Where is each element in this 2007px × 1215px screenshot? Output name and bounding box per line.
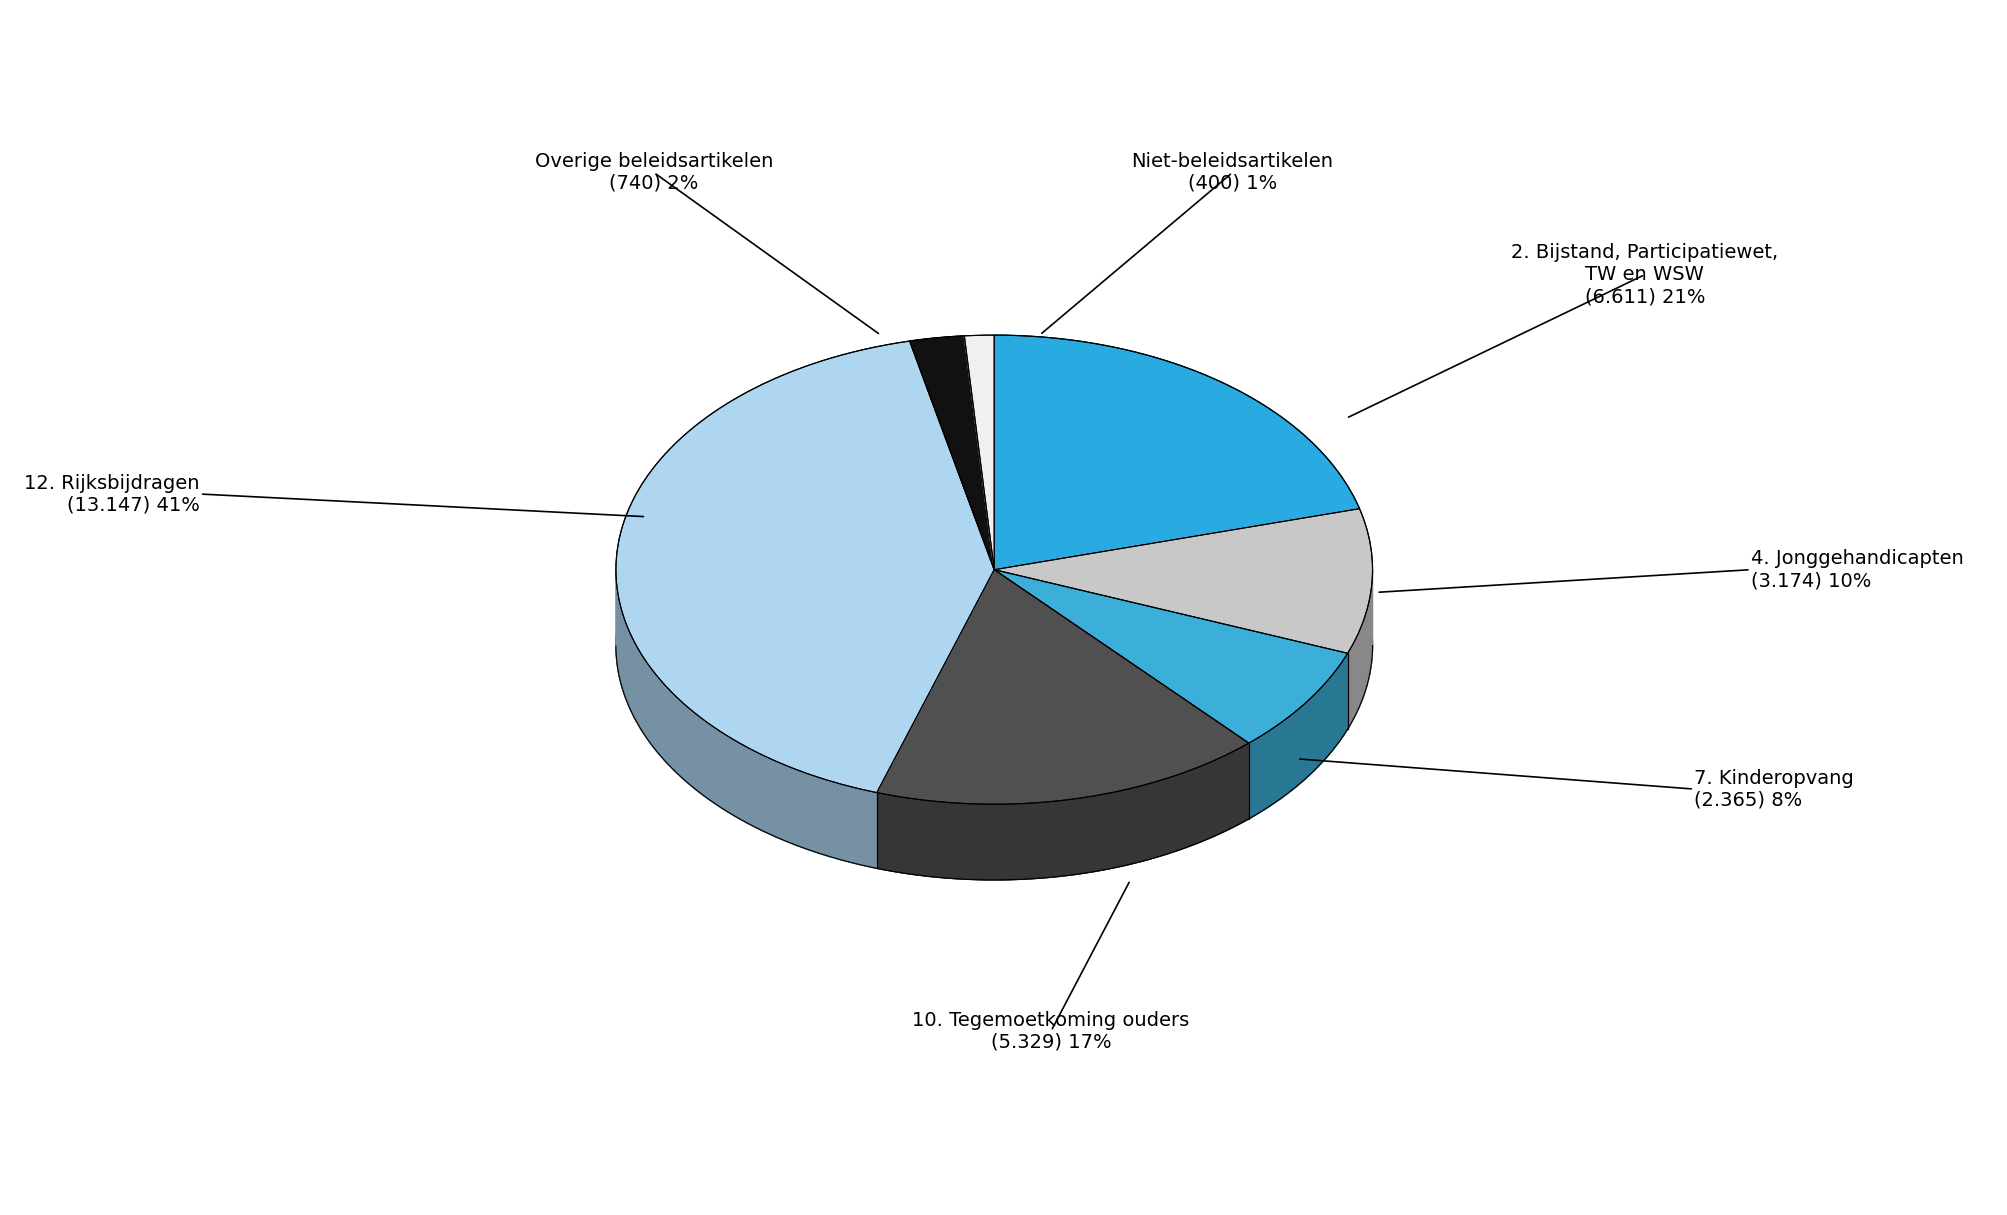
Polygon shape	[963, 335, 993, 570]
Text: 7. Kinderopvang
(2.365) 8%: 7. Kinderopvang (2.365) 8%	[1694, 769, 1852, 809]
Polygon shape	[877, 744, 1248, 880]
Polygon shape	[877, 570, 1248, 804]
Text: 4. Jonggehandicapten
(3.174) 10%: 4. Jonggehandicapten (3.174) 10%	[1750, 549, 1963, 590]
Polygon shape	[616, 341, 993, 792]
Polygon shape	[616, 571, 877, 869]
Text: 10. Tegemoetkoming ouders
(5.329) 17%: 10. Tegemoetkoming ouders (5.329) 17%	[911, 1011, 1188, 1052]
Polygon shape	[909, 335, 993, 570]
Text: 12. Rijksbijdragen
(13.147) 41%: 12. Rijksbijdragen (13.147) 41%	[24, 474, 199, 514]
Polygon shape	[1248, 654, 1347, 819]
Polygon shape	[993, 509, 1373, 654]
Text: Niet-beleidsartikelen
(400) 1%: Niet-beleidsartikelen (400) 1%	[1132, 152, 1333, 193]
Ellipse shape	[616, 411, 1373, 880]
Polygon shape	[993, 570, 1347, 744]
Text: 2. Bijstand, Participatiewet,
TW en WSW
(6.611) 21%: 2. Bijstand, Participatiewet, TW en WSW …	[1511, 243, 1778, 306]
Polygon shape	[1347, 570, 1373, 729]
Polygon shape	[993, 335, 1359, 570]
Text: Overige beleidsartikelen
(740) 2%: Overige beleidsartikelen (740) 2%	[534, 152, 773, 193]
